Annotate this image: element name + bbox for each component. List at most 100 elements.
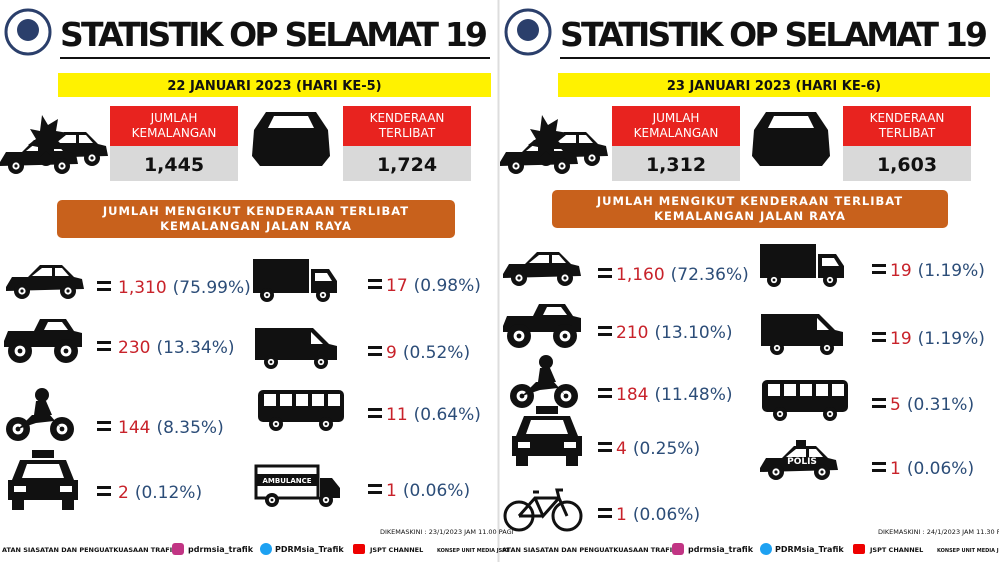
lorry-window (315, 273, 332, 281)
hub-center (563, 276, 567, 280)
item-count: 1 (616, 505, 627, 525)
van-body (255, 328, 337, 360)
item-stat: 184 (11.48%) (616, 385, 733, 405)
bus-window (264, 394, 276, 406)
item-percent: (0.64%) (414, 405, 481, 425)
equals-bar (368, 286, 382, 289)
item-count: 230 (118, 338, 150, 358)
vehicle-icon (512, 406, 582, 466)
equals-bar (97, 428, 111, 431)
stat-value-box (343, 146, 471, 181)
car-front-window (768, 116, 814, 128)
hub-center (828, 412, 832, 416)
footer-dept: ATAN SIASATAN DAN PENGUATKUASAAN TRAFIK (2, 546, 178, 554)
equals-bar (598, 449, 612, 452)
stat-label-box (843, 106, 971, 146)
youtube-icon (353, 544, 365, 554)
rider (538, 368, 556, 382)
footer-twitter: PDRMsia_Trafik (775, 545, 844, 554)
equals-bar (598, 275, 612, 278)
vehicle-icon (760, 244, 844, 287)
instagram-icon (672, 543, 684, 555)
equals-bar (368, 353, 382, 356)
rider (34, 401, 52, 415)
car-window (786, 449, 823, 457)
item-stat: 19 (1.19%) (890, 329, 985, 349)
bus-window (280, 394, 292, 406)
equals-bar (872, 469, 886, 472)
item-stat: 1 (0.06%) (616, 505, 700, 525)
item-percent: (8.35%) (156, 418, 223, 438)
equals-bar (598, 388, 612, 391)
footer-instagram: pdrmsia_trafik (188, 545, 254, 554)
taxi-lamp (14, 486, 26, 492)
item-percent: (11.48%) (654, 385, 732, 405)
equals-bar (97, 281, 111, 284)
taxi-lamp (518, 442, 530, 448)
equals-bar (872, 271, 886, 274)
icon-label: POLIS (787, 457, 817, 467)
footer-credit: KONSEP UNIT MEDIA JSPT (937, 548, 999, 554)
hub-center (60, 164, 64, 168)
hub-center (269, 360, 273, 364)
item-count: 2 (118, 483, 129, 503)
equals-bar (97, 493, 111, 496)
item-count: 1,160 (616, 265, 665, 285)
vehicle-icon (762, 380, 848, 421)
vehicle-icon (503, 488, 583, 532)
hub-center (265, 293, 269, 297)
hub-center (15, 426, 21, 432)
rider-head (35, 388, 49, 402)
hub-center (514, 164, 518, 168)
item-stat: 230 (13.34%) (118, 338, 235, 358)
item-count: 5 (890, 395, 901, 415)
equals-bar (97, 288, 111, 291)
taxi-lamp (564, 442, 576, 448)
date: 23 JANUARI 2023 (HARI KE-6) (667, 79, 881, 94)
bike-frame (517, 488, 569, 519)
police-badge-inner (17, 19, 39, 41)
item-percent: (0.25%) (633, 439, 700, 459)
hub-center (562, 333, 568, 339)
equals-bar (97, 421, 111, 424)
roof-light (796, 440, 806, 446)
footer-credit: KONSEP UNIT MEDIA JSPT (437, 548, 510, 554)
equals-bar (598, 442, 612, 445)
van-window (817, 318, 829, 330)
stat-label: JUMLAH KEMALANGAN (132, 111, 217, 140)
hub-center (90, 156, 94, 160)
section-banner (57, 200, 455, 238)
item-stat: 9 (0.52%) (386, 343, 470, 363)
stat-label-line-1: KENDERAAN (870, 111, 945, 125)
date-bar (58, 73, 491, 97)
twitter-icon (760, 543, 772, 555)
stat-value-box (110, 146, 238, 181)
bus-window (768, 384, 780, 396)
footer-instagram: pdrmsia_trafik (688, 545, 754, 554)
stat-label: JUMLAH KEMALANGAN (634, 111, 719, 140)
equals-bar (368, 279, 382, 282)
equals-bar (598, 508, 612, 511)
equals-bar (368, 346, 382, 349)
item-percent: (72.36%) (671, 265, 749, 285)
hub-center (66, 289, 70, 293)
hub-center (517, 276, 521, 280)
pickup-window (543, 307, 567, 315)
vehicle-icon (503, 304, 581, 348)
stat-value: 1,724 (377, 154, 437, 176)
hub-center (324, 422, 328, 426)
stat-label-line-1: JUMLAH (652, 111, 700, 125)
car-window (32, 268, 69, 276)
stat-label-line-2: KEMALANGAN (634, 126, 719, 140)
car-window (556, 135, 593, 143)
moto-body (522, 382, 566, 396)
vehicle-icon (6, 388, 74, 441)
item-percent: (0.12%) (135, 483, 202, 503)
stat-value: 1,445 (144, 154, 204, 176)
van-window (311, 332, 323, 344)
banner-text: JUMLAH MENGIKUT KENDERAAN TERLIBAT (596, 194, 903, 208)
police-badge-inner (517, 19, 539, 41)
item-count: 11 (386, 405, 408, 425)
